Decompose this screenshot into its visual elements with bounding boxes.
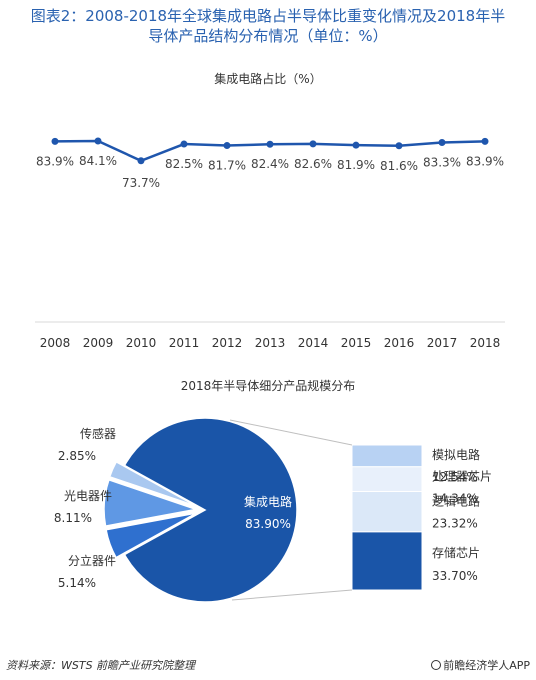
data-label-2013: 82.4% [251, 157, 289, 171]
data-label-2009: 84.1% [79, 154, 117, 168]
data-label-2016: 81.6% [380, 159, 418, 173]
data-point-2017 [438, 139, 446, 147]
pie-label-集成电路: 集成电路 [244, 494, 292, 509]
x-tick-2015: 2015 [341, 336, 372, 350]
data-label-2011: 82.5% [165, 157, 203, 171]
x-tick-2012: 2012 [212, 336, 243, 350]
data-point-2008 [51, 137, 59, 145]
data-label-2017: 83.3% [423, 156, 461, 170]
x-tick-2011: 2011 [169, 336, 200, 350]
breakdown-label-逻辑电路: 逻辑电路 [432, 493, 480, 508]
pie-label-传感器: 传感器 [80, 426, 116, 441]
pie-slice-分立器件 [105, 512, 197, 559]
line-chart: 83.9% 2008 84.1% 2009 73.7% 2010 82.5% 2011 81.7… [35, 137, 505, 350]
x-tick-2009: 2009 [83, 336, 114, 350]
x-tick-2018: 2018 [470, 336, 501, 350]
pie-chart-title: 2018年半导体细分产品规模分布 [180, 379, 356, 393]
data-point-2016 [395, 142, 403, 150]
pie-chart: 集成电路 83.90% 分立器件 5.14% 光电器件 8.11% 传感器 2.85% 存储芯片… [54, 417, 492, 603]
breakdown-value-逻辑电路: 23.32% [432, 516, 478, 530]
data-label-2010: 73.7% [122, 176, 160, 190]
data-label-2015: 81.9% [337, 158, 375, 172]
figure-title: 图表2：2008-2018年全球集成电路占半导体比重变化情况及2018年半 导体… [0, 6, 536, 46]
connector-bottom [231, 589, 353, 601]
breakdown-bar-逻辑电路 [351, 490, 423, 533]
pie-slice-传感器 [108, 460, 198, 508]
x-tick-2017: 2017 [427, 336, 458, 350]
data-point-2009 [94, 137, 102, 145]
breakdown-label-模拟电路: 模拟电路 [432, 447, 480, 462]
figure-title-line2: 导体产品结构分布情况（单位：%） [148, 27, 388, 45]
data-point-2018 [481, 137, 489, 145]
breakdown-bar-存储芯片 [351, 531, 423, 591]
pie-slice-集成电路 [123, 417, 298, 603]
pie-value-集成电路: 83.90% [245, 517, 291, 531]
brand-logo-icon [431, 660, 442, 670]
source-note: 资料来源：WSTS 前瞻产业研究院整理 [6, 659, 196, 672]
pie-value-光电器件: 8.11% [54, 511, 92, 525]
x-tick-2010: 2010 [126, 336, 157, 350]
figure-title-line1: 图表2：2008-2018年全球集成电路占半导体比重变化情况及2018年半 [30, 7, 506, 25]
pie-value-分立器件: 5.14% [58, 576, 96, 590]
data-point-2014 [309, 140, 317, 148]
line-chart-title: 集成电路占比（%） [214, 72, 322, 86]
data-point-2015 [352, 141, 360, 149]
breakdown-value-处理器芯片: 14.34% [432, 492, 478, 506]
data-point-2010 [137, 157, 145, 165]
x-tick-2013: 2013 [255, 336, 286, 350]
pie-slice-光电器件 [103, 478, 199, 527]
breakdown-bar-处理器芯片 [351, 466, 423, 492]
breakdown-value-模拟电路: 12.54% [432, 470, 478, 484]
pie-label-光电器件: 光电器件 [64, 489, 112, 503]
brand-label: 前瞻经济学人APP [443, 659, 530, 672]
x-tick-2014: 2014 [298, 336, 329, 350]
breakdown-label-处理器芯片: 处理器芯片 [432, 470, 492, 484]
data-label-2008: 83.9% [36, 154, 74, 168]
breakdown-label-存储芯片: 存储芯片 [432, 545, 480, 560]
data-point-2013 [266, 140, 274, 148]
x-tick-2016: 2016 [384, 336, 415, 350]
x-tick-2008: 2008 [40, 336, 71, 350]
brand-credit: 前瞻经济学人APP [431, 657, 530, 673]
connector-top [229, 419, 353, 446]
pie-value-传感器: 2.85% [58, 449, 96, 463]
data-point-2012 [223, 142, 231, 150]
data-label-2012: 81.7% [208, 159, 246, 173]
pie-label-分立器件: 分立器件 [68, 553, 116, 568]
data-label-2018: 83.9% [466, 154, 504, 168]
data-label-2014: 82.6% [294, 157, 332, 171]
data-point-2011 [180, 140, 188, 148]
breakdown-bar-模拟电路 [351, 444, 423, 468]
breakdown-value-存储芯片: 33.70% [432, 569, 478, 583]
